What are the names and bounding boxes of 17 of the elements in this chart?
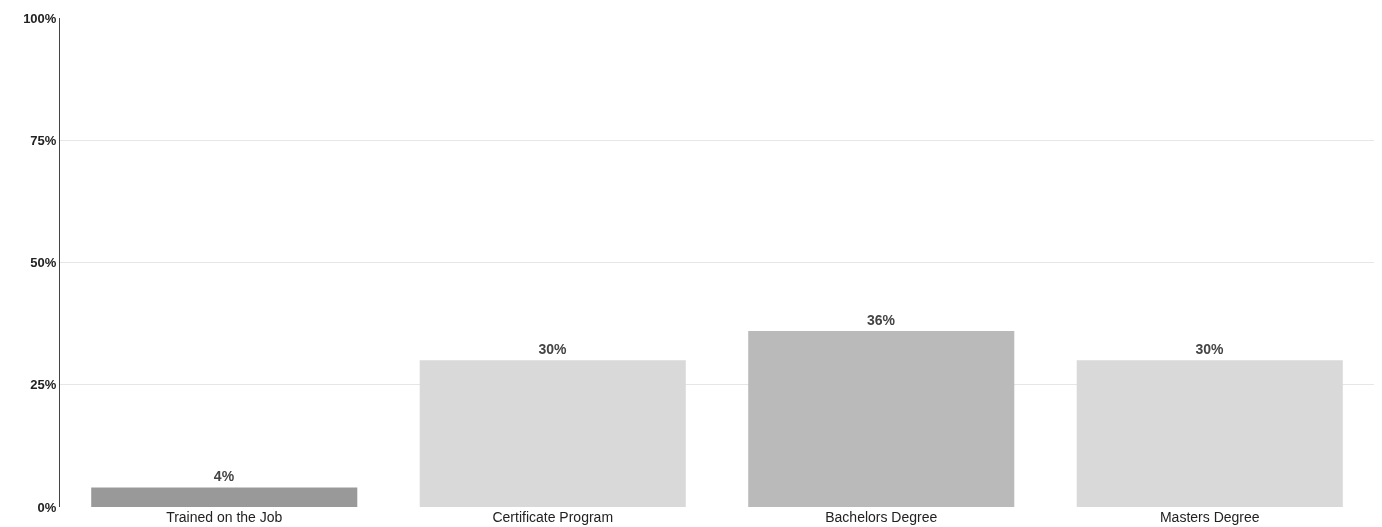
- bar: [748, 330, 1015, 507]
- y-tick-label: 25%: [30, 377, 57, 393]
- y-tick-label: 75%: [30, 132, 57, 148]
- data-label: 30%: [538, 341, 568, 358]
- y-tick-label: 100%: [23, 10, 57, 26]
- x-tick-label: Certificate Program: [492, 509, 614, 525]
- bar: [91, 487, 358, 507]
- x-tick-label: Masters Degree: [1159, 509, 1260, 525]
- data-label: 36%: [866, 311, 896, 328]
- y-tick-label: 50%: [30, 255, 57, 271]
- bar: [1076, 360, 1343, 507]
- bar: [419, 360, 686, 507]
- x-tick-label: Trained on the Job: [166, 509, 283, 525]
- data-label: 4%: [213, 468, 235, 485]
- data-label: 30%: [1195, 341, 1225, 358]
- x-tick-label: Bachelors Degree: [825, 509, 938, 525]
- y-tick-label: 0%: [37, 499, 57, 515]
